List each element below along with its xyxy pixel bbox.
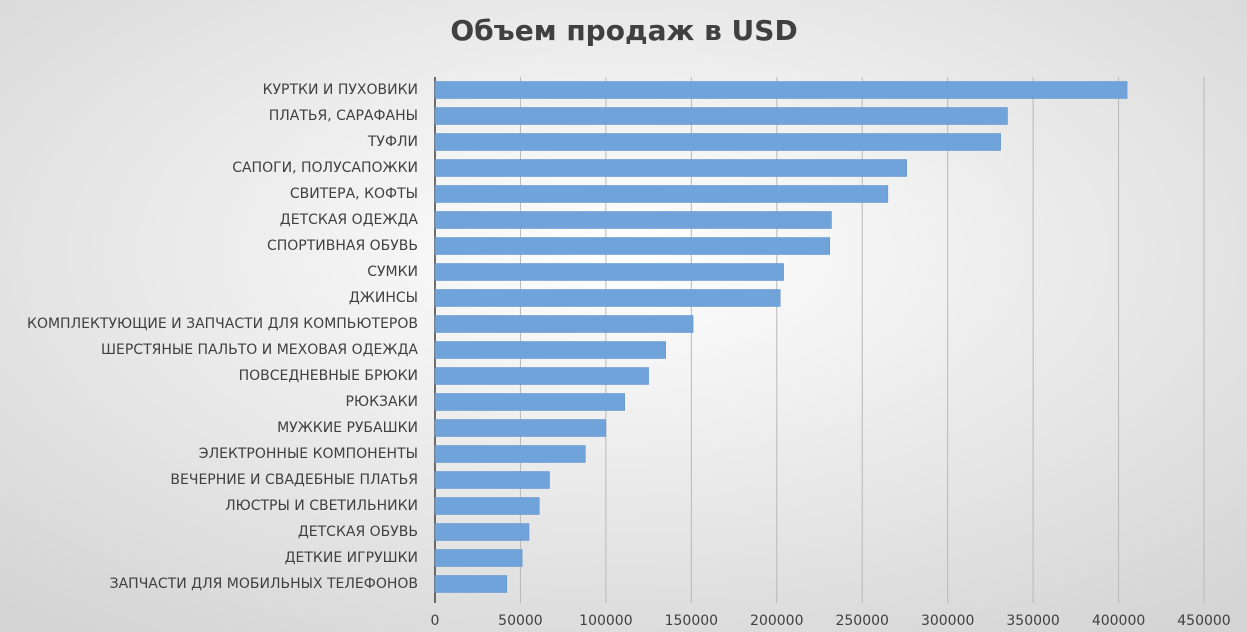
bar <box>434 315 694 333</box>
y-tick-label: ПОВСЕДНЕВНЫЕ БРЮКИ <box>239 368 418 384</box>
bar <box>434 211 832 229</box>
x-tick-label: 50000 <box>498 613 543 629</box>
bar <box>434 575 508 593</box>
y-tick-label: МУЖКИЕ РУБАШКИ <box>277 420 418 436</box>
y-tick-label: ДЕТСКАЯ ОБУВЬ <box>298 524 418 540</box>
x-tick-label: 0 <box>431 613 440 629</box>
bar <box>434 419 607 437</box>
y-tick-label: ДЕТСКАЯ ОДЕЖДА <box>280 212 419 228</box>
bar <box>434 185 889 203</box>
x-tick-label: 350000 <box>1006 613 1059 629</box>
y-tick-label: РЮКЗАКИ <box>346 394 418 410</box>
bar <box>434 159 907 177</box>
bar <box>434 237 831 255</box>
bar <box>434 497 540 515</box>
y-tick-label: ЛЮСТРЫ И СВЕТИЛЬНИКИ <box>225 498 418 514</box>
x-tick-label: 300000 <box>921 613 974 629</box>
y-tick-label: СПОРТИВНАЯ ОБУВЬ <box>267 238 418 254</box>
y-tick-label: ЭЛЕКТРОННЫЕ КОМПОНЕНТЫ <box>199 446 418 462</box>
x-tick-label: 400000 <box>1092 613 1145 629</box>
y-tick-label: КУРТКИ И ПУХОВИКИ <box>263 82 418 98</box>
bar <box>434 549 523 567</box>
bar <box>434 445 586 463</box>
bar <box>434 263 784 281</box>
y-tick-label: ВЕЧЕРНИЕ И СВАДЕБНЫЕ ПЛАТЬЯ <box>170 472 418 488</box>
x-tick-label: 450000 <box>1177 613 1230 629</box>
bar <box>434 341 666 359</box>
y-tick-label: ШЕРСТЯНЫЕ ПАЛЬТО И МЕХОВАЯ ОДЕЖДА <box>101 342 418 358</box>
y-tick-label: ДЕТКИЕ ИГРУШКИ <box>285 550 418 566</box>
y-tick-label: ЗАПЧАСТИ ДЛЯ МОБИЛЬНЫХ ТЕЛЕФОНОВ <box>110 576 418 592</box>
bar <box>434 523 530 541</box>
y-tick-label: КОМПЛЕКТУЮЩИЕ И ЗАПЧАСТИ ДЛЯ КОМПЬЮТЕРОВ <box>27 316 418 332</box>
x-tick-label: 150000 <box>665 613 718 629</box>
bar <box>434 367 649 385</box>
y-tick-label: СВИТЕРА, КОФТЫ <box>290 186 418 202</box>
y-tick-label: ПЛАТЬЯ, САРАФАНЫ <box>269 108 418 124</box>
y-tick-label: ДЖИНСЫ <box>349 290 418 306</box>
y-tick-label: СУМКИ <box>367 264 418 280</box>
y-tick-label: ТУФЛИ <box>367 134 418 150</box>
x-tick-label: 100000 <box>579 613 632 629</box>
bar <box>434 393 625 411</box>
bar <box>434 107 1008 125</box>
x-tick-label: 200000 <box>750 613 803 629</box>
chart-title: Объем продаж в USD <box>450 14 797 47</box>
bar <box>434 133 1001 151</box>
bar <box>434 289 781 307</box>
bar <box>434 81 1128 99</box>
y-tick-label: САПОГИ, ПОЛУСАПОЖКИ <box>232 160 418 176</box>
bar <box>434 471 550 489</box>
x-tick-label: 250000 <box>835 613 888 629</box>
